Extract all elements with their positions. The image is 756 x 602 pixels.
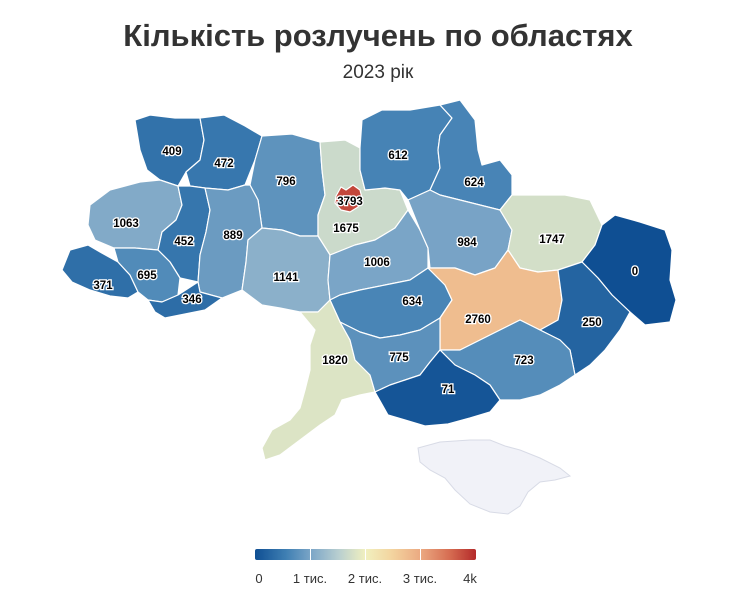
value-label-rivne: 472 [214,158,233,170]
value-label-lviv: 1063 [113,218,139,230]
value-label-mykolaiv: 775 [389,352,409,364]
value-label-kyiv-oblast: 1675 [333,223,359,235]
legend-tick [365,549,366,560]
regions-layer [61,99,677,515]
value-label-khmelnytskyi: 889 [223,230,242,242]
value-label-donetsk: 250 [582,317,601,329]
value-label-zhytomyr: 796 [276,176,295,188]
region-vinnytsia[interactable] [241,227,331,313]
map-subtitle: 2023 рік [342,62,414,83]
value-label-dnipropetrovsk: 2760 [465,314,491,326]
value-label-chernivtsi: 346 [182,294,201,306]
value-label-volyn: 409 [162,146,181,158]
value-label-vinnytsia: 1141 [274,272,300,284]
value-labels: 409 472 796 3793 1675 612 624 1063 452 889 371 695 3… [92,145,639,398]
value-label-ternopil: 452 [174,236,193,248]
value-label-odesa: 1820 [322,355,348,367]
value-label-kyiv-city: 3793 [337,196,363,208]
legend-label-2: 2 тис. [347,571,383,586]
legend-label-1: 1 тис. [292,571,328,586]
region-kyiv-city[interactable] [334,184,363,213]
legend-label-4: 4k [463,571,477,586]
region-crimea[interactable] [417,439,572,515]
value-label-sumy: 624 [464,177,484,189]
legend-tick [310,549,311,560]
value-label-poltava: 984 [457,237,477,249]
value-label-kherson: 71 [442,384,455,396]
value-label-kirovohrad: 634 [402,296,422,308]
region-zakarpattia[interactable] [61,244,139,299]
value-label-chernihiv: 612 [388,150,407,162]
value-label-zakarpattia: 371 [93,280,113,292]
legend-tick [420,549,421,560]
value-label-kharkiv: 1747 [539,234,565,246]
map-title: Кількість розлучень по областях [123,18,633,53]
region-donetsk[interactable] [539,261,631,376]
value-label-luhansk: 0 [632,266,638,278]
region-chernivtsi[interactable] [147,281,223,319]
legend-label-0: 0 [255,571,263,586]
value-label-ivano-frankivsk: 695 [137,270,157,282]
region-kherson[interactable] [374,349,501,427]
value-label-zaporizhzhia: 723 [514,355,533,367]
value-label-cherkasy: 1006 [364,257,390,269]
legend-label-3: 3 тис. [402,571,438,586]
